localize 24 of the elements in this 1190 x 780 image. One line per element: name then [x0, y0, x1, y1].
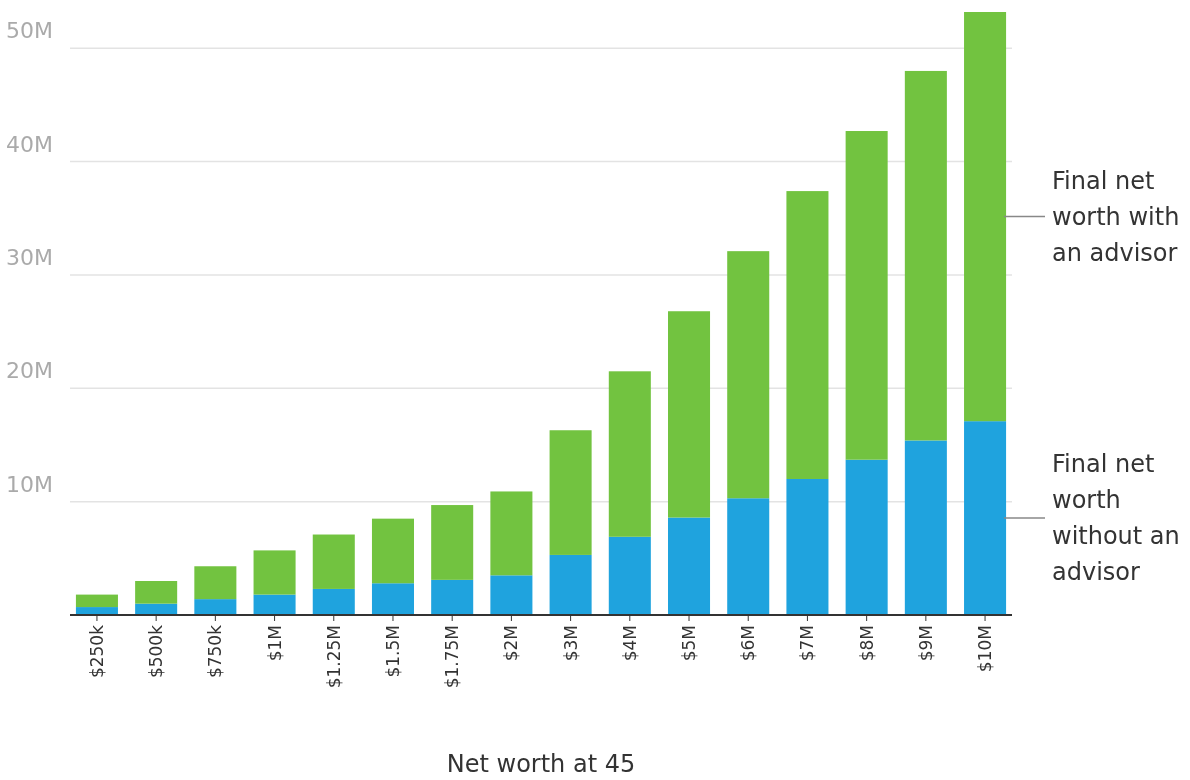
x-tick-label: $5M: [679, 625, 700, 662]
x-tick-label: $750k: [205, 624, 226, 679]
x-tick-label: $1.25M: [323, 625, 344, 689]
x-tick-label: $3M: [560, 625, 581, 662]
y-tick-label: 40M: [6, 131, 53, 157]
x-tick-label: $1.75M: [442, 625, 463, 689]
y-tick-label: 50M: [6, 18, 53, 44]
x-axis-title: Net worth at 45: [446, 750, 636, 778]
y-tick-label: 30M: [6, 244, 53, 270]
x-tick-label: $7M: [797, 625, 818, 662]
x-tick-label: $1.5M: [382, 625, 403, 678]
series-label: Final net worth with an advisor: [1052, 166, 1180, 267]
series-label: Final net worth without an advisor: [1052, 450, 1180, 587]
x-tick-label: $250k: [86, 624, 107, 679]
y-tick-label: 10M: [6, 471, 53, 497]
x-tick-label: $500k: [146, 624, 167, 679]
x-tick-label: $6M: [738, 625, 759, 662]
x-tick-label: $10M: [975, 625, 996, 673]
x-tick-label: $4M: [619, 625, 640, 662]
x-tick-label: $9M: [915, 625, 936, 662]
x-tick-label: $2M: [501, 625, 522, 662]
x-tick-label: $8M: [856, 625, 877, 662]
y-tick-label: 20M: [6, 358, 53, 384]
x-tick-label: $1M: [264, 625, 285, 662]
